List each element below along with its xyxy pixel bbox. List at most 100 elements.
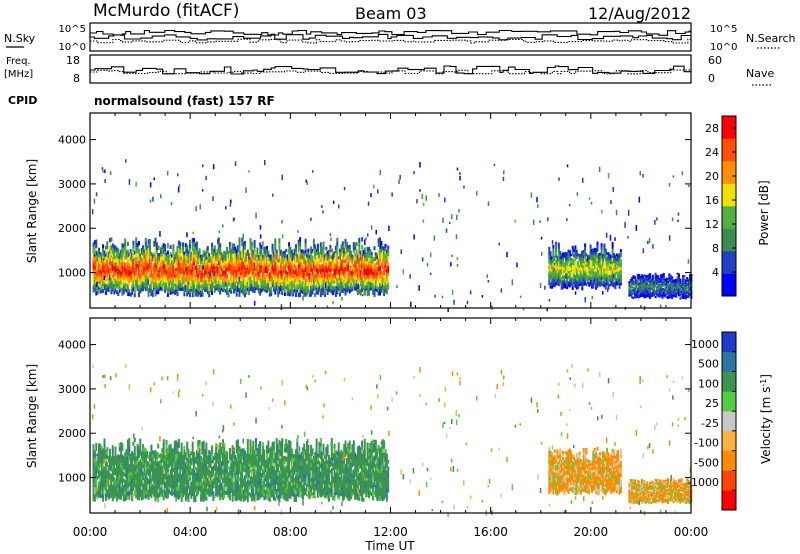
data-cell bbox=[649, 296, 652, 300]
data-cell bbox=[121, 473, 124, 478]
data-cell bbox=[356, 274, 359, 278]
data-cell bbox=[593, 250, 596, 254]
data-cell bbox=[606, 268, 609, 272]
data-cell bbox=[296, 256, 299, 260]
data-cell bbox=[599, 252, 602, 256]
data-cell bbox=[684, 289, 687, 291]
data-cell bbox=[154, 279, 157, 284]
data-cell bbox=[109, 487, 111, 492]
data-cell bbox=[676, 283, 679, 286]
data-cell bbox=[607, 262, 610, 266]
data-cell bbox=[117, 261, 120, 266]
data-cell bbox=[334, 245, 337, 250]
data-speckle bbox=[322, 210, 324, 214]
data-cell bbox=[368, 288, 370, 293]
data-speckle bbox=[584, 297, 586, 303]
data-cell bbox=[234, 287, 237, 292]
data-cell bbox=[146, 245, 149, 250]
data-cell bbox=[173, 288, 176, 293]
data-cell bbox=[140, 263, 143, 267]
data-cell bbox=[631, 279, 634, 282]
data-speckle bbox=[298, 241, 301, 247]
data-cell bbox=[332, 252, 335, 257]
data-cell bbox=[202, 259, 205, 264]
data-cell bbox=[307, 265, 310, 270]
data-cell bbox=[684, 294, 687, 297]
data-cell bbox=[679, 285, 682, 288]
data-cell bbox=[555, 241, 558, 246]
data-cell bbox=[355, 249, 358, 254]
data-cell bbox=[662, 294, 665, 297]
data-cell bbox=[563, 279, 566, 283]
data-cell bbox=[263, 259, 266, 264]
data-cell bbox=[568, 273, 571, 277]
data-cell bbox=[139, 264, 142, 268]
data-cell bbox=[118, 266, 121, 270]
data-cell bbox=[662, 293, 665, 296]
data-cell bbox=[351, 254, 354, 258]
data-cell bbox=[179, 249, 182, 253]
data-cell bbox=[560, 276, 563, 280]
data-cell bbox=[100, 287, 103, 291]
data-cell bbox=[683, 278, 686, 281]
data-cell bbox=[206, 290, 209, 295]
data-cell bbox=[671, 294, 674, 296]
data-cell bbox=[138, 496, 140, 501]
data-cell bbox=[135, 459, 138, 463]
data-speckle bbox=[279, 250, 282, 255]
data-cell bbox=[140, 251, 143, 255]
data-cell bbox=[319, 288, 322, 294]
data-cell bbox=[557, 245, 560, 250]
data-cell bbox=[595, 260, 598, 264]
data-cell bbox=[377, 274, 380, 280]
data-cell bbox=[272, 285, 275, 289]
data-cell bbox=[136, 246, 139, 251]
data-cell bbox=[292, 265, 295, 269]
data-cell bbox=[230, 277, 233, 281]
data-cell bbox=[629, 287, 632, 290]
data-cell bbox=[199, 290, 202, 295]
data-cell bbox=[341, 281, 344, 286]
data-cell bbox=[165, 279, 168, 283]
data-cell bbox=[259, 280, 262, 285]
data-cell bbox=[277, 287, 280, 291]
data-speckle bbox=[493, 163, 496, 166]
data-cell bbox=[100, 281, 103, 285]
data-cell bbox=[326, 253, 329, 258]
data-speckle bbox=[590, 201, 593, 205]
data-cell bbox=[98, 485, 100, 490]
data-cell bbox=[186, 259, 189, 264]
data-cell bbox=[216, 275, 219, 279]
data-cell bbox=[98, 489, 100, 494]
data-cell bbox=[557, 242, 560, 247]
data-cell bbox=[638, 296, 640, 299]
data-cell bbox=[107, 493, 110, 497]
data-cell bbox=[249, 264, 252, 269]
data-cell bbox=[333, 274, 336, 278]
data-speckle bbox=[370, 193, 372, 198]
data-cell bbox=[283, 254, 286, 258]
data-cell bbox=[654, 278, 657, 281]
data-cell bbox=[548, 268, 551, 272]
data-cell bbox=[303, 283, 306, 287]
data-cell bbox=[579, 282, 582, 286]
data-cell bbox=[109, 238, 111, 243]
data-cell bbox=[195, 288, 198, 293]
data-cell bbox=[553, 274, 556, 278]
data-cell bbox=[355, 268, 358, 273]
data-cell bbox=[660, 282, 663, 284]
data-cell bbox=[234, 262, 237, 266]
data-cell bbox=[253, 288, 256, 293]
data-cell bbox=[553, 255, 556, 259]
data-cell bbox=[111, 488, 114, 494]
data-cell bbox=[107, 254, 110, 259]
data-cell bbox=[334, 285, 337, 290]
data-cell bbox=[246, 255, 249, 259]
data-cell bbox=[149, 246, 151, 251]
data-speckle bbox=[605, 232, 608, 238]
data-cell bbox=[190, 280, 193, 284]
data-cell bbox=[308, 255, 311, 259]
data-cell bbox=[143, 276, 146, 280]
data-cell bbox=[149, 250, 151, 255]
data-cell bbox=[272, 279, 275, 283]
